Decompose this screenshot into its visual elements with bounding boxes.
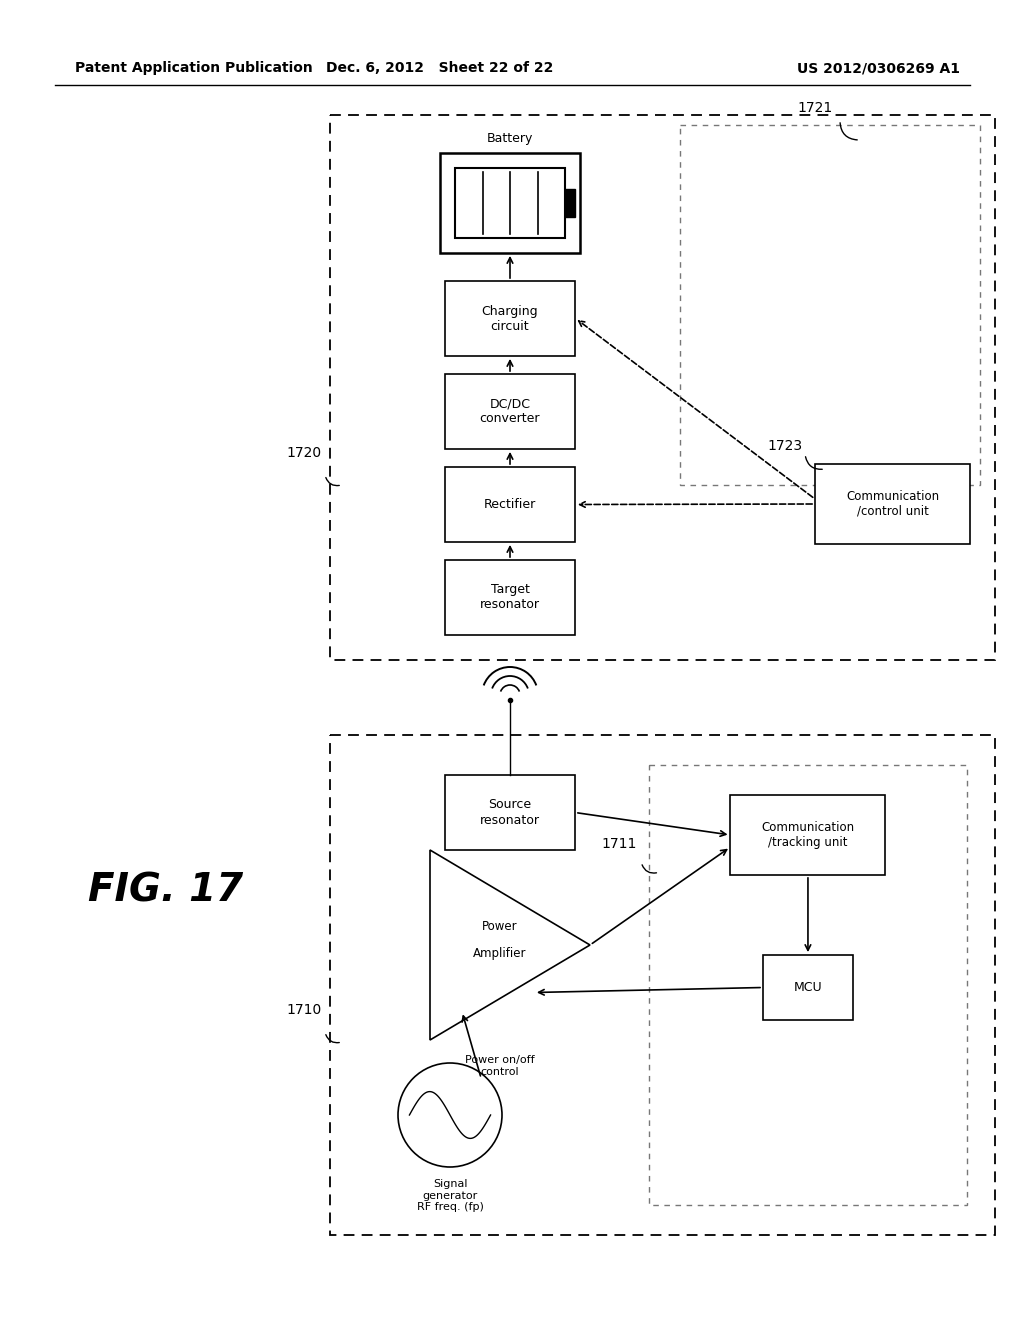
Bar bbox=[445, 467, 575, 543]
Text: FIG. 17: FIG. 17 bbox=[88, 871, 243, 909]
Text: 1710: 1710 bbox=[287, 1003, 322, 1016]
Bar bbox=[330, 115, 995, 660]
Text: Power on/off
control: Power on/off control bbox=[465, 1055, 535, 1077]
Bar bbox=[730, 795, 886, 875]
Bar bbox=[455, 168, 565, 238]
Text: Rectifier: Rectifier bbox=[484, 498, 537, 511]
Polygon shape bbox=[430, 850, 590, 1040]
Text: Patent Application Publication: Patent Application Publication bbox=[75, 61, 312, 75]
Bar bbox=[445, 374, 575, 449]
Bar bbox=[445, 775, 575, 850]
Bar bbox=[815, 465, 970, 544]
Bar bbox=[680, 125, 980, 484]
Text: 1720: 1720 bbox=[287, 446, 322, 459]
Bar bbox=[565, 189, 575, 216]
Text: 1723: 1723 bbox=[768, 440, 803, 453]
Text: Power: Power bbox=[482, 920, 518, 933]
Text: 1721: 1721 bbox=[798, 102, 833, 115]
Bar bbox=[763, 954, 853, 1020]
Text: 1711: 1711 bbox=[602, 837, 637, 851]
Text: US 2012/0306269 A1: US 2012/0306269 A1 bbox=[797, 61, 961, 75]
Text: Communication
/control unit: Communication /control unit bbox=[846, 490, 939, 517]
Text: Amplifier: Amplifier bbox=[473, 946, 526, 960]
Bar bbox=[440, 153, 580, 253]
Circle shape bbox=[398, 1063, 502, 1167]
Bar bbox=[445, 281, 575, 356]
Bar bbox=[330, 735, 995, 1236]
Bar bbox=[649, 766, 967, 1205]
Text: MCU: MCU bbox=[794, 981, 822, 994]
Text: Charging
circuit: Charging circuit bbox=[481, 305, 539, 333]
Text: DC/DC
converter: DC/DC converter bbox=[480, 397, 541, 425]
Text: Source
resonator: Source resonator bbox=[480, 799, 540, 826]
Text: Target
resonator: Target resonator bbox=[480, 583, 540, 611]
Text: Signal
generator
RF freq. (fp): Signal generator RF freq. (fp) bbox=[417, 1179, 483, 1212]
Text: Dec. 6, 2012   Sheet 22 of 22: Dec. 6, 2012 Sheet 22 of 22 bbox=[327, 61, 554, 75]
Bar bbox=[445, 560, 575, 635]
Text: Communication
/tracking unit: Communication /tracking unit bbox=[762, 821, 854, 849]
Text: Battery: Battery bbox=[486, 132, 534, 145]
